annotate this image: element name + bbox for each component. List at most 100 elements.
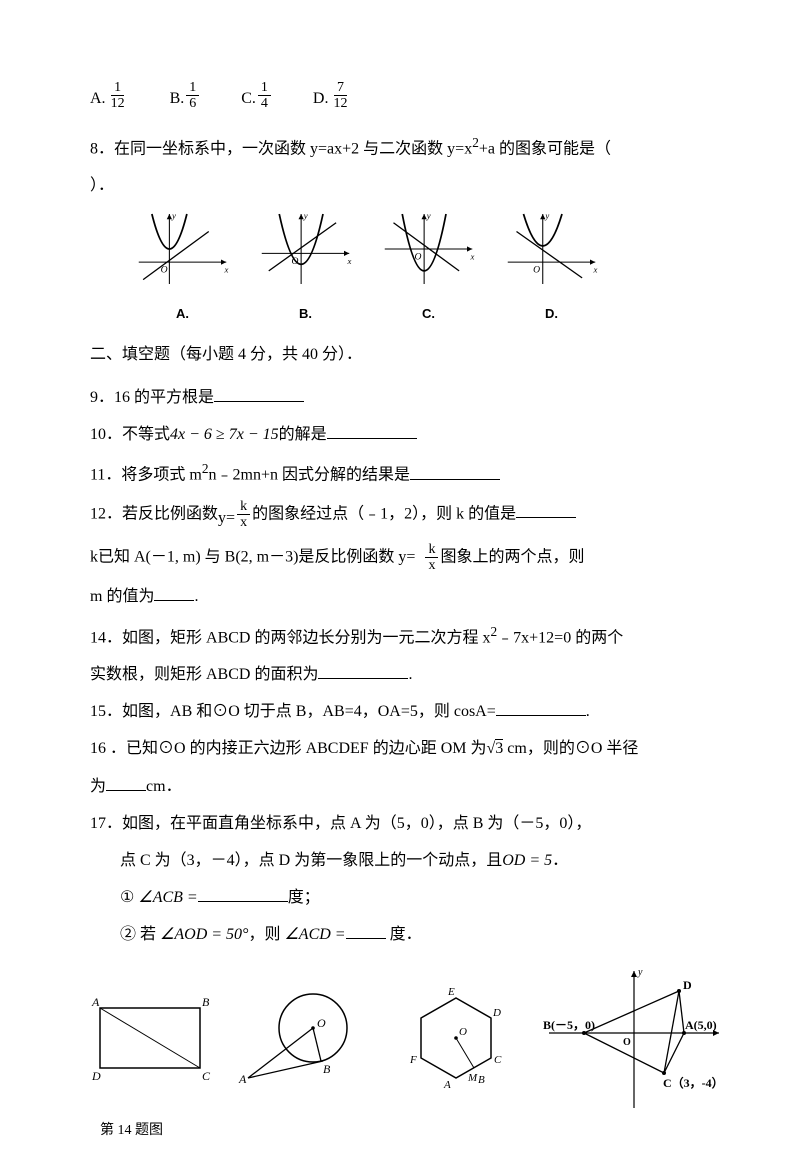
- q15: 15．如图，AB 和⊙O 切于点 B，AB=4，OA=5，则 cosA=.: [90, 698, 720, 725]
- svg-text:x: x: [593, 265, 598, 275]
- frac-num: 7: [334, 80, 347, 96]
- svg-text:D: D: [683, 978, 692, 992]
- q17-l2: 点 C 为（3，－4），点 D 为第一象限上的一个动点，且: [120, 852, 502, 869]
- svg-text:x: x: [347, 256, 352, 266]
- q17: 17．如图，在平面直角坐标系中，点 A 为（5，0），点 B 为（－5，0），: [90, 810, 720, 837]
- fig-16-hexagon: O E D C B A F M: [386, 983, 519, 1093]
- q8-num: 8．: [90, 140, 114, 157]
- svg-text:B: B: [202, 995, 210, 1009]
- blank: [327, 422, 417, 439]
- figures-row: A B C D O A B O E D C B A F M: [80, 963, 720, 1113]
- q8-close: ）．: [90, 172, 720, 199]
- svg-text:A: A: [91, 995, 100, 1009]
- q8-sup: 2: [472, 135, 479, 150]
- svg-text:D: D: [91, 1069, 101, 1083]
- q11-text-b: n﹣2mn+n 因式分解的结果是: [209, 467, 410, 484]
- q17-sub1-expr: ∠ACB =: [138, 889, 197, 906]
- q16: 16 ．已知⊙O 的内接正六边形 ABCDEF 的边心距 OM 为√3 cm，则…: [90, 735, 720, 762]
- q8: 8．在同一坐标系中，一次函数 y=ax+2 与二次函数 y=x2+a 的图象可能…: [90, 132, 720, 163]
- svg-text:y: y: [637, 967, 643, 978]
- q17-sub1-a: ①: [120, 889, 138, 906]
- q8-graphs: yx O A. yx O B. yx: [130, 209, 720, 324]
- graph-label: B.: [253, 303, 358, 325]
- q16-unit: cm，则的⊙O 半径: [503, 740, 638, 757]
- q17-sub1-b: 度；: [288, 889, 320, 906]
- fig-14-rect: A B C D: [80, 988, 213, 1088]
- q15-num: 15．: [90, 703, 122, 720]
- frac-den: 12: [108, 96, 128, 111]
- svg-text:x: x: [224, 265, 229, 275]
- q17-sub2-cond: ∠AOD = 50°: [160, 926, 248, 943]
- svg-text:B: B: [478, 1074, 485, 1086]
- svg-text:y: y: [303, 211, 308, 221]
- svg-text:O: O: [459, 1026, 467, 1038]
- q16-text-a: 已知⊙O 的内接正六边形 ABCDEF 的边心距 OM 为: [126, 740, 486, 757]
- q17-period: ．: [552, 852, 568, 869]
- q12-eq-y: y=: [218, 509, 235, 526]
- section-2-heading: 二、填空题（每小题 4 分，共 40 分）．: [90, 341, 720, 368]
- q14-period: .: [408, 666, 412, 683]
- q17-sub2: ② 若 ∠AOD = 50°，则 ∠ACD = 度．: [120, 921, 720, 948]
- svg-text:A: A: [238, 1072, 247, 1086]
- q14-line2: 实数根，则矩形 ABCD 的面积为.: [90, 661, 720, 688]
- q17-sub1: ① ∠ACB = 度；: [120, 884, 720, 911]
- q17-line2: 点 C 为（3，－4），点 D 为第一象限上的一个动点，且OD = 5．: [120, 847, 720, 874]
- frac-num: 1: [111, 80, 124, 96]
- blank: [318, 662, 408, 679]
- q10-text-b: 的解是: [279, 426, 327, 443]
- q10-expr: 4x − 6 ≥ 7x − 15: [170, 426, 279, 443]
- q13-period: .: [194, 588, 198, 605]
- svg-text:B: B: [323, 1062, 331, 1076]
- q14-text-a: 如图，矩形 ABCD 的两邻边长分别为一元二次方程 x: [122, 629, 490, 646]
- q9-num: 9．: [90, 389, 114, 406]
- q14-text-b: ﹣7x+12=0 的两个: [497, 629, 623, 646]
- q13: k已知 A(－1, m) 与 B(2, m－3)是反比例函数 y=kkkx图象上…: [90, 542, 720, 574]
- graph-label: C.: [376, 303, 481, 325]
- fig-17-coords: x y O A(5,0) B(－5，0) C（3，-4） D: [539, 963, 720, 1113]
- svg-text:C（3，-4）: C（3，-4）: [663, 1075, 720, 1090]
- q10-text-a: 不等式: [122, 426, 170, 443]
- svg-text:y: y: [544, 211, 549, 221]
- frac-num: 1: [258, 80, 271, 96]
- blank: [410, 463, 500, 480]
- q16-l2: 为: [90, 778, 106, 795]
- q7-choice-c: C. 14: [241, 80, 273, 112]
- frac-den: 4: [258, 96, 271, 111]
- q7-choice-d: D. 712: [313, 80, 353, 112]
- q7-choice-a: A. 112: [90, 80, 130, 112]
- frac-den: 12: [330, 96, 350, 111]
- svg-text:y: y: [171, 211, 176, 221]
- q7-choices: A. 112 B. 16 C. 14 D. 712: [90, 80, 720, 112]
- x-den: x: [425, 558, 438, 573]
- q8-graph-c: yx O C.: [376, 209, 481, 324]
- svg-text:C: C: [202, 1069, 211, 1083]
- q8-text-b: +a 的图象可能是（: [479, 140, 611, 157]
- q12: 12．若反比例函数y=kx的图象经过点（﹣1，2），则 k 的值是: [90, 499, 720, 532]
- q14: 14．如图，矩形 ABCD 的两邻边长分别为一元二次方程 x2﹣7x+12=0 …: [90, 621, 720, 652]
- q10: 10．不等式4x − 6 ≥ 7x − 15的解是: [90, 421, 720, 448]
- blank: [346, 922, 386, 939]
- svg-text:O: O: [317, 1016, 326, 1030]
- q9-text: 16 的平方根是: [114, 389, 214, 406]
- frac-num: k: [237, 499, 250, 515]
- q8-graph-d: yx O D.: [499, 209, 604, 324]
- q17-od: OD = 5: [502, 852, 552, 869]
- q13-text-b: 图象上的两个点，则: [440, 548, 584, 565]
- svg-text:A(5,0): A(5,0): [685, 1018, 717, 1032]
- choice-letter: C.: [241, 85, 256, 112]
- q16-num: 16 ．: [90, 740, 126, 757]
- k-num: k: [425, 542, 438, 558]
- frac-num: 1: [186, 80, 199, 96]
- blank: [106, 774, 146, 791]
- svg-text:M: M: [467, 1072, 478, 1084]
- q8-graph-b: yx O B.: [253, 209, 358, 324]
- q17-sub2-expr: ∠ACD =: [284, 926, 345, 943]
- q12-num: 12．: [90, 505, 122, 522]
- q17-sub2-c: 度．: [386, 926, 422, 943]
- svg-text:C: C: [494, 1054, 502, 1066]
- q13-num: k: [90, 548, 98, 565]
- svg-text:B(－5，0): B(－5，0): [543, 1018, 595, 1032]
- blank: [154, 584, 194, 601]
- q17-sub2-a: ② 若: [120, 926, 160, 943]
- fig-15-circle: O A B: [233, 983, 366, 1093]
